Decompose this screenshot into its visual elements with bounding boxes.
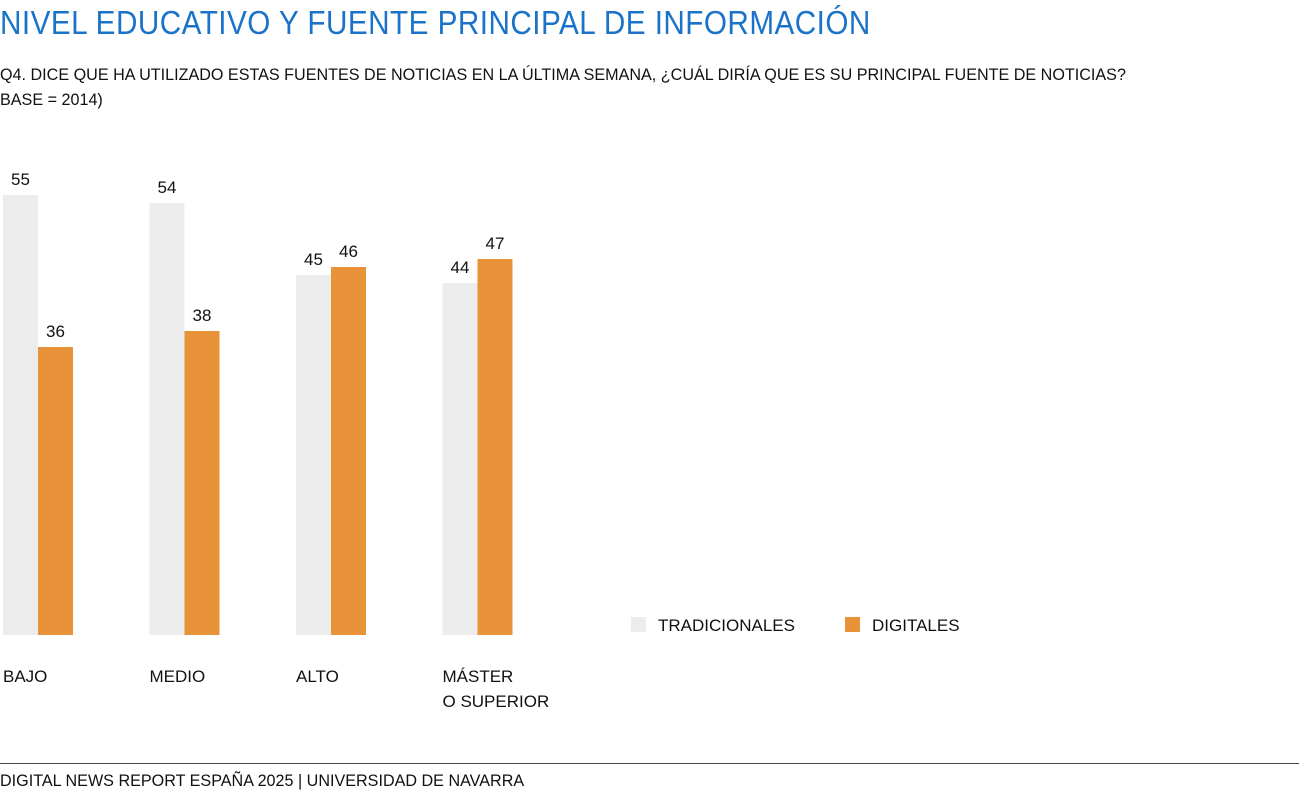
bar-digitales [38, 347, 73, 635]
bar-tradicionales [149, 203, 185, 635]
bar-digitales [184, 331, 220, 635]
data-label-tradicionales: 54 [158, 178, 177, 197]
category-label: BAJO [3, 667, 47, 686]
subtitle-base: BASE = 2014) [0, 90, 103, 109]
chart-title: NIVEL EDUCATIVO Y FUENTE PRINCIPAL DE IN… [0, 4, 871, 41]
data-label-tradicionales: 44 [451, 258, 470, 277]
legend-swatch-digitales [845, 617, 860, 632]
bar-tradicionales [442, 283, 478, 635]
data-label-digitales: 47 [486, 234, 505, 253]
legend-label-digitales: DIGITALES [872, 616, 960, 635]
bar-tradicionales [3, 195, 38, 635]
footer-source: DIGITAL NEWS REPORT ESPAÑA 2025 | UNIVER… [0, 771, 525, 790]
subtitle-question: Q4. DICE QUE HA UTILIZADO ESTAS FUENTES … [0, 65, 1126, 84]
bar-tradicionales [296, 275, 331, 635]
footer-divider [0, 763, 1299, 764]
category-label: O SUPERIOR [443, 692, 550, 711]
legend-swatch-tradicionales [631, 617, 646, 632]
bar-chart: 55 36 BAJO 54 38 MEDIO 45 46 ALTO 44 47 MÁSTER O SUP… [3, 170, 960, 711]
chart-subtitle: Q4. DICE QUE HA UTILIZADO ESTAS FUENTES … [0, 62, 1126, 112]
data-label-digitales: 46 [339, 242, 358, 261]
bar-digitales [477, 259, 513, 635]
category-label: ALTO [296, 667, 339, 686]
category-label: MEDIO [150, 667, 206, 686]
data-label-tradicionales: 45 [304, 250, 323, 269]
bar-digitales [331, 267, 366, 635]
category-label: MÁSTER [443, 667, 514, 686]
data-label-tradicionales: 55 [11, 170, 30, 189]
data-label-digitales: 38 [193, 306, 212, 325]
legend-label-tradicionales: TRADICIONALES [658, 616, 795, 635]
data-label-digitales: 36 [46, 322, 65, 341]
